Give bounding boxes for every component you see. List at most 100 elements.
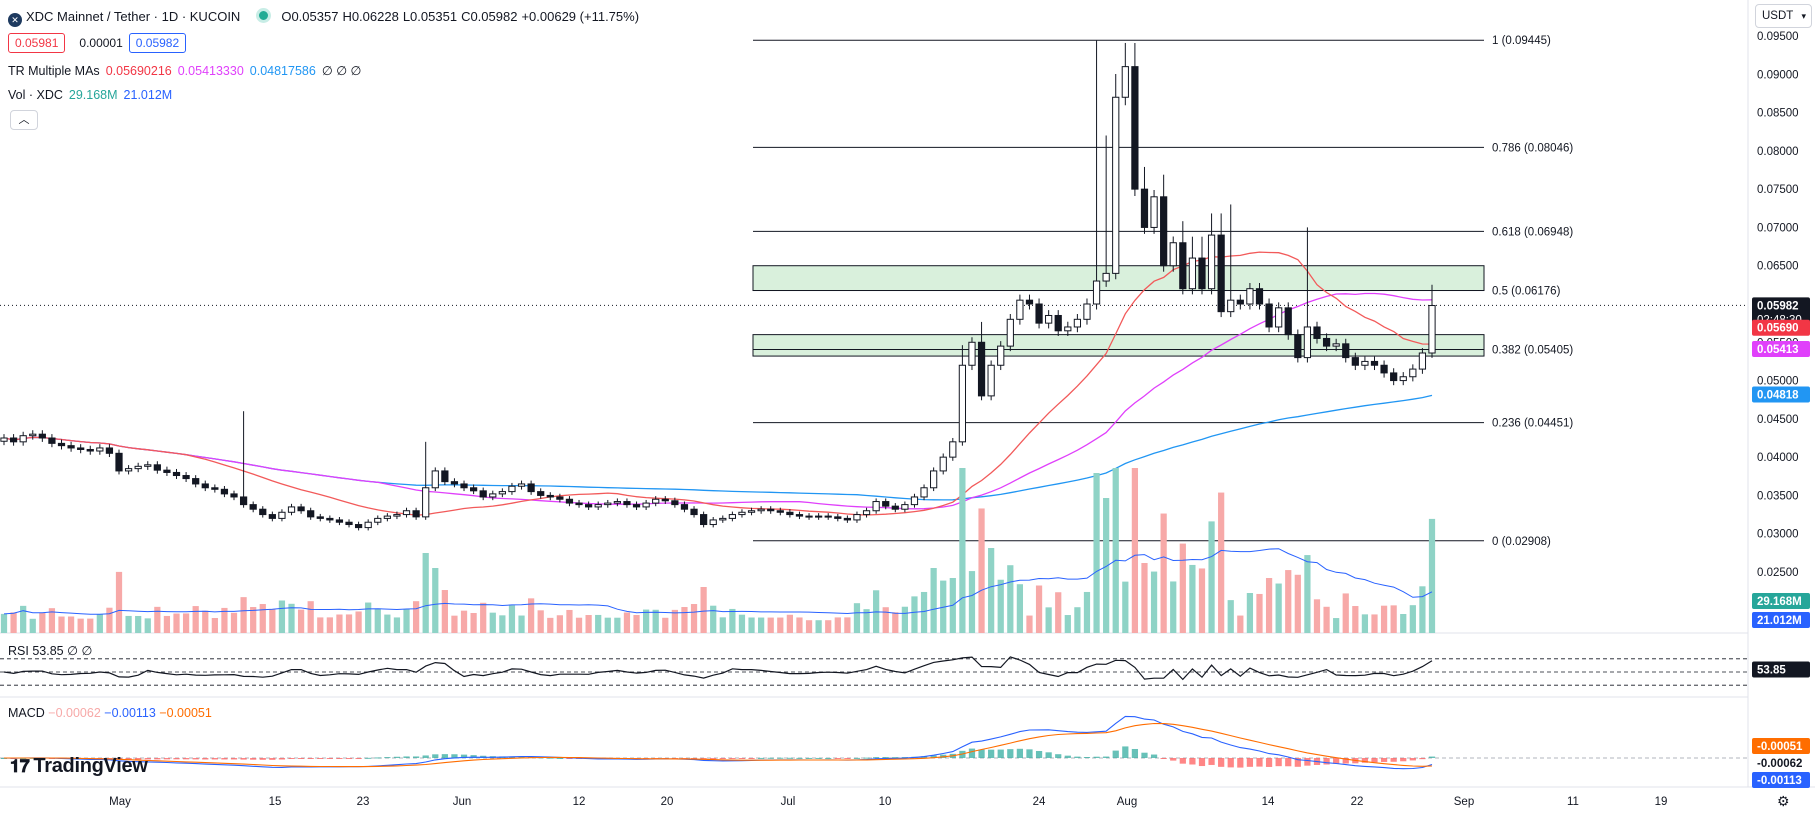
volume-bar: [595, 614, 602, 633]
macd-legend[interactable]: MACD −0.00062 −0.00113 −0.00051: [8, 706, 212, 720]
price-tag: [1752, 386, 1810, 403]
fibonacci-zone: [752, 334, 1485, 357]
candle-body: [623, 501, 631, 506]
collapse-legend-button[interactable]: ︿: [10, 110, 38, 130]
fibonacci-level-label: 0.5 (0.06176): [1492, 286, 1561, 298]
candle-body: [259, 508, 267, 516]
macd-histogram-bar: [288, 758, 295, 759]
macd-histogram-bar: [1342, 758, 1349, 764]
macd-histogram-bar: [547, 757, 554, 759]
macd-histogram-bar: [412, 756, 420, 758]
candle-body: [747, 510, 756, 513]
candle-body: [460, 483, 468, 489]
candle-body: [326, 517, 334, 521]
macd-histogram-bar: [1400, 758, 1407, 762]
symbol-title[interactable]: XDC Mainnet / Tether · 1D · KUCOIN: [26, 9, 241, 24]
candle-body: [192, 478, 200, 485]
volume-bar: [1265, 578, 1273, 633]
macd-histogram-bar: [115, 758, 123, 760]
candle-body: [690, 508, 698, 516]
candle-body: [1188, 257, 1197, 290]
volume-bar: [1285, 570, 1292, 633]
candle-body: [1131, 66, 1139, 190]
macd-histogram-bar: [968, 748, 976, 758]
ohlc-open: O0.05357: [281, 9, 339, 24]
macd-histogram-bar: [336, 758, 343, 759]
x-axis-tick-label: 14: [1262, 796, 1275, 808]
volume-bar: [48, 608, 56, 633]
macd-tag-label: -0.00113: [1757, 775, 1802, 787]
macd-histogram-bar: [1237, 758, 1244, 768]
volume-bar: [1333, 618, 1340, 633]
candle-body: [1255, 288, 1264, 305]
volume-bar: [1428, 518, 1436, 633]
volume-legend[interactable]: Vol · XDC 29.168M 21.012M: [8, 88, 178, 102]
fibonacci-level-label: 0.236 (0.04451): [1492, 418, 1573, 430]
ohlc-low: L0.05351: [402, 9, 458, 24]
candle-body: [1342, 343, 1350, 359]
macd-signal-value: −0.00051: [159, 706, 212, 720]
candle-body: [882, 501, 890, 507]
sell-button[interactable]: 0.05981: [8, 33, 66, 53]
x-axis-tick-label: 10: [879, 796, 892, 808]
rsi-legend[interactable]: RSI 53.85 ∅ ∅: [8, 643, 92, 658]
candle-body: [86, 448, 94, 452]
currency-selector[interactable]: USDT ▾: [1755, 4, 1812, 28]
candle-body: [517, 483, 526, 487]
volume-bar: [844, 617, 851, 633]
macd-histogram-bar: [202, 758, 209, 760]
volume-bar: [796, 617, 803, 633]
candle-body: [575, 502, 583, 506]
candle-body: [48, 437, 56, 444]
volume-bar: [1294, 574, 1301, 633]
macd-histogram-bar: [1227, 758, 1234, 768]
macd-histogram-bar: [211, 758, 218, 760]
volume-bar: [192, 606, 199, 633]
candle-body: [1409, 368, 1417, 378]
macd-histogram-bar: [393, 756, 401, 758]
macd-histogram-bar: [518, 756, 525, 758]
macd-histogram-bar: [758, 757, 765, 759]
buy-button[interactable]: 0.05982: [128, 33, 187, 53]
y-axis-tick-label: 0.03500: [1757, 490, 1799, 502]
ma-legend[interactable]: TR Multiple MAs 0.05690216 0.05413330 0.048…: [8, 63, 367, 78]
candle-body: [67, 445, 75, 449]
candle-body: [795, 514, 804, 517]
tradingview-logo[interactable]: 𝟏𝟕 TradingView: [10, 755, 148, 778]
x-axis-tick-label: Jul: [781, 796, 796, 808]
macd-histogram-bar: [1390, 758, 1397, 762]
macd-histogram-bar: [1361, 758, 1369, 763]
candle-body: [1025, 299, 1034, 305]
volume-bar: [1304, 555, 1311, 633]
candle-body: [891, 505, 899, 510]
volume-bar: [20, 605, 27, 633]
volume-ma-line: [3, 548, 1433, 615]
brand-name: TradingView: [33, 755, 148, 777]
candle-body: [1294, 334, 1302, 359]
macd-histogram-bar: [882, 757, 889, 759]
volume-bar: [892, 612, 899, 633]
macd-histogram-bar: [1055, 754, 1062, 758]
macd-histogram-bar: [441, 754, 448, 758]
macd-histogram-bar: [1428, 756, 1436, 758]
macd-histogram-bar: [997, 749, 1004, 758]
macd-histogram-bar: [432, 754, 439, 758]
candle-body: [805, 515, 813, 518]
volume-bar: [930, 568, 937, 633]
candle-body: [1332, 343, 1340, 347]
candle-body: [124, 468, 133, 472]
settings-gear-icon[interactable]: ⚙: [1777, 793, 1790, 809]
volume-bar: [1390, 605, 1397, 633]
macd-histogram-bar: [1294, 758, 1301, 767]
volume-bar: [307, 601, 314, 633]
macd-histogram-bar: [278, 758, 286, 760]
macd-line: [3, 715, 1433, 770]
macd-histogram-bar: [1026, 749, 1033, 758]
candle-body: [1092, 280, 1101, 305]
candle-body: [239, 496, 248, 506]
x-axis-tick-label: Jun: [453, 796, 472, 808]
price-tag: [1752, 340, 1810, 357]
ma-mid-value: 0.05413330: [177, 64, 244, 78]
candle-body: [1351, 357, 1359, 366]
